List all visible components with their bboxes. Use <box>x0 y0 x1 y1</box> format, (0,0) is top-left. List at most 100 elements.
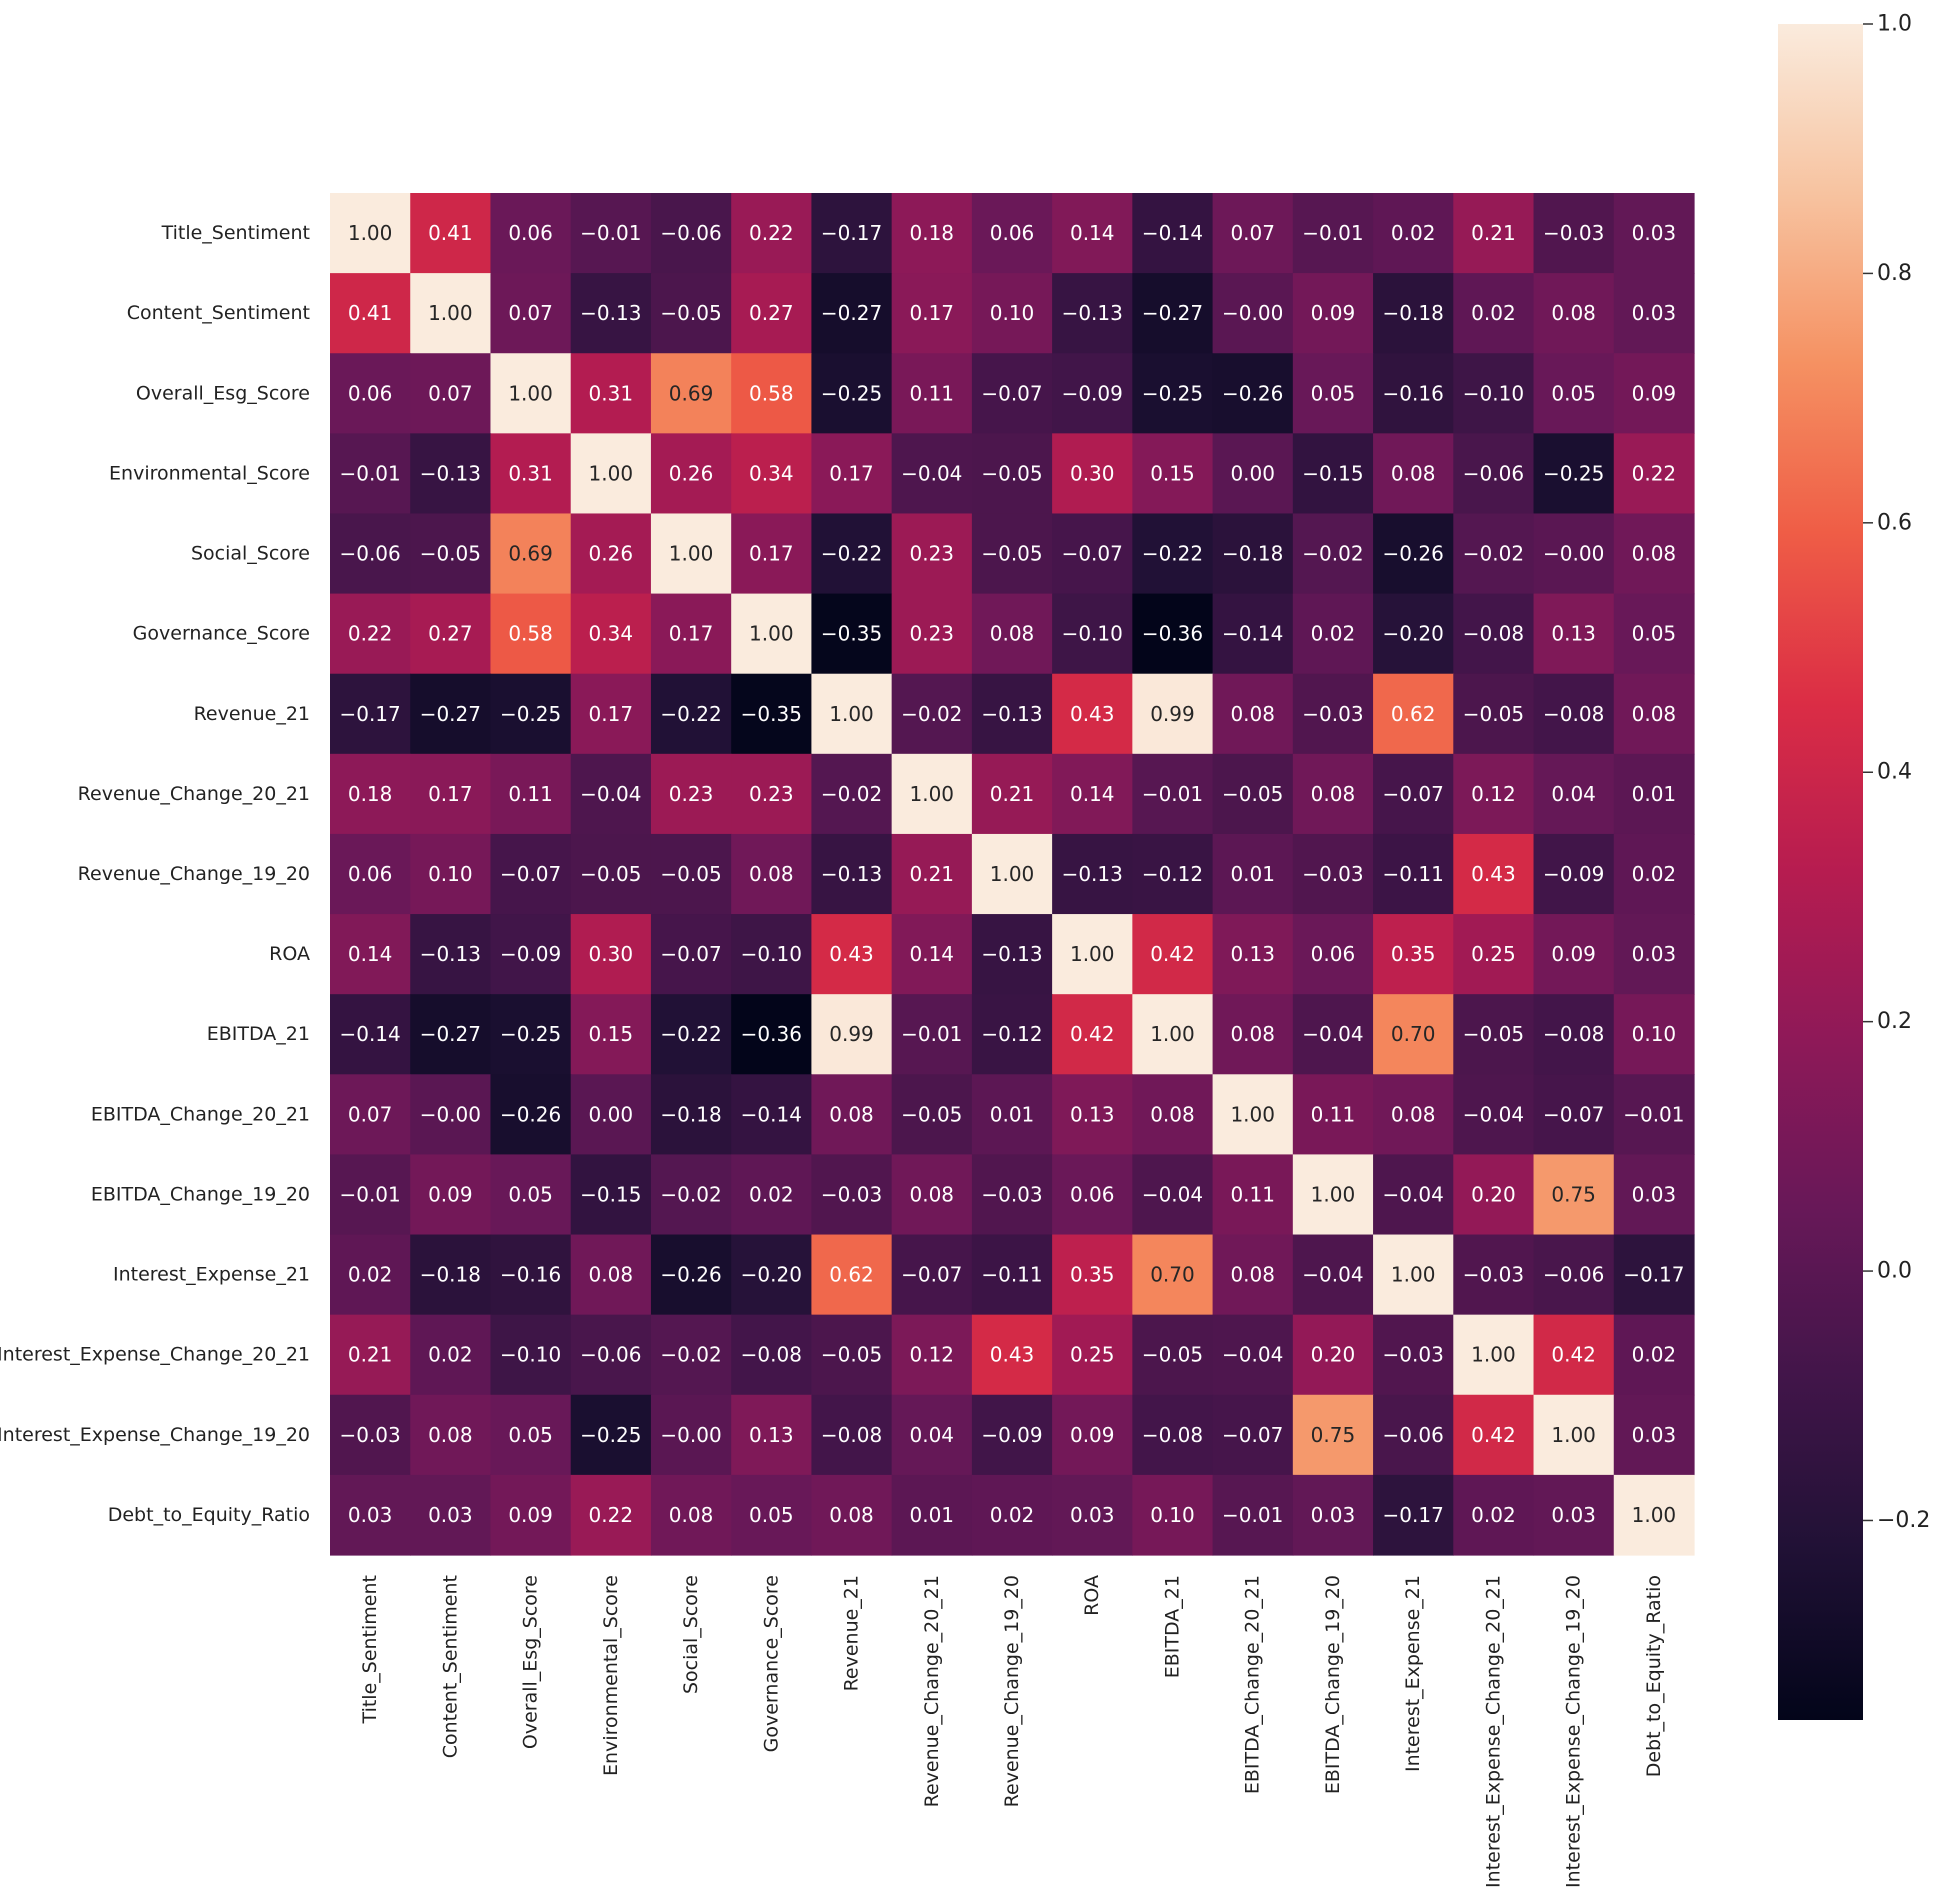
heatmap-cell-ebitda-21-ebitda-change-20-21 <box>1212 994 1294 1075</box>
heatmap-cell-overall-esg-score-roa <box>1052 353 1133 434</box>
row-label-revenue-change-19-20: Revenue_Change_19_20 <box>78 863 310 885</box>
column-label-revenue-change-20-21: Revenue_Change_20_21 <box>921 1575 943 1807</box>
heatmap-cell-social-score-ebitda-21 <box>1132 513 1214 595</box>
heatmap-cell-interest-expense-21-revenue-change-20-21 <box>891 1234 973 1316</box>
heatmap-cell-ebitda-change-19-20-revenue-change-19-20 <box>971 1154 1053 1236</box>
cell-value-label: −0.07 <box>660 942 721 966</box>
heatmap-cell-interest-expense-21-governance-score <box>731 1234 813 1316</box>
heatmap-cell-interest-expense-change-20-21-governance-score <box>731 1314 813 1396</box>
heatmap-cell-ebitda-21-ebitda-21 <box>1132 994 1214 1075</box>
heatmap-cell-overall-esg-score-ebitda-21 <box>1132 353 1214 434</box>
cell-value-label: 1.00 <box>1632 1503 1677 1527</box>
cell-value-label: 0.12 <box>1471 782 1516 806</box>
cell-value-label: 0.35 <box>1070 1263 1115 1287</box>
heatmap-cell-overall-esg-score-revenue-change-19-20 <box>971 353 1053 434</box>
cell-value-label: −0.01 <box>1142 782 1203 806</box>
heatmap-cell-title-sentiment-ebitda-change-19-20 <box>1292 193 1374 274</box>
heatmap-cell-overall-esg-score-interest-expense-21 <box>1373 353 1454 434</box>
heatmap-cell-overall-esg-score-ebitda-change-19-20 <box>1292 353 1374 434</box>
row-label-interest-expense-change-20-21: Interest_Expense_Change_20_21 <box>0 1344 310 1366</box>
cell-value-label: 0.02 <box>428 1343 473 1367</box>
cell-value-label: 0.08 <box>1391 1102 1436 1126</box>
heatmap-cell-title-sentiment-interest-expense-21 <box>1373 193 1454 274</box>
heatmap-cell-revenue-change-20-21-roa <box>1052 753 1133 835</box>
cell-value-label: 0.08 <box>1230 1022 1275 1046</box>
cell-value-label: −0.02 <box>660 1343 721 1367</box>
cell-value-label: −0.01 <box>1302 221 1363 245</box>
cell-value-label: 0.25 <box>1070 1343 1115 1367</box>
heatmap-cell-debt-to-equity-ratio-roa <box>1052 1474 1133 1556</box>
cell-value-label: 0.08 <box>669 1503 714 1527</box>
heatmap-cell-interest-expense-21-interest-expense-change-19-20 <box>1533 1234 1615 1316</box>
row-label-environmental-score: Environmental_Score <box>109 462 310 484</box>
heatmap-cell-ebitda-21-roa <box>1052 994 1133 1075</box>
heatmap-cell-interest-expense-change-20-21-interest-expense-change-19-20 <box>1533 1314 1615 1396</box>
cell-value-label: −0.05 <box>1142 1343 1203 1367</box>
cell-value-label: −0.01 <box>1623 1102 1684 1126</box>
heatmap-cell-interest-expense-21-debt-to-equity-ratio <box>1613 1234 1695 1316</box>
cell-value-label: −0.02 <box>821 782 882 806</box>
column-label-governance-score: Governance_Score <box>760 1575 782 1752</box>
heatmap-cell-ebitda-change-19-20-roa <box>1052 1154 1133 1236</box>
cell-value-label: −0.07 <box>901 1263 962 1287</box>
heatmap-cell-roa-ebitda-21 <box>1132 914 1214 995</box>
heatmap-cell-environmental-score-governance-score <box>731 433 813 515</box>
heatmap-cell-overall-esg-score-overall-esg-score <box>490 353 572 434</box>
heatmap-cell-ebitda-21-overall-esg-score <box>490 994 572 1075</box>
cell-value-label: −0.05 <box>1463 702 1524 726</box>
heatmap-cell-revenue-21-ebitda-change-20-21 <box>1212 673 1294 755</box>
cell-value-label: −0.05 <box>981 542 1042 566</box>
cell-value-label: 0.15 <box>1150 461 1195 485</box>
heatmap-cell-title-sentiment-ebitda-21 <box>1132 193 1214 274</box>
heatmap-cell-environmental-score-social-score <box>650 433 732 515</box>
cell-value-label: −0.22 <box>821 542 882 566</box>
cell-value-label: −0.17 <box>1383 1503 1444 1527</box>
heatmap-cell-revenue-21-environmental-score <box>570 673 652 755</box>
heatmap-cell-social-score-revenue-21 <box>811 513 893 595</box>
heatmap-cell-governance-score-ebitda-21 <box>1132 593 1214 675</box>
row-label-governance-score: Governance_Score <box>133 623 310 645</box>
cell-value-label: 0.99 <box>829 1022 874 1046</box>
cell-value-label: 0.70 <box>1150 1263 1195 1287</box>
heatmap-cell-environmental-score-debt-to-equity-ratio <box>1613 433 1695 515</box>
cell-value-label: 0.06 <box>508 221 553 245</box>
heatmap-cell-revenue-change-20-21-revenue-change-19-20 <box>971 753 1053 835</box>
heatmap-cell-ebitda-change-20-21-interest-expense-change-19-20 <box>1533 1074 1615 1156</box>
heatmap-cell-roa-overall-esg-score <box>490 914 572 995</box>
cell-value-label: −0.22 <box>1142 542 1203 566</box>
cell-value-label: 0.23 <box>909 622 954 646</box>
heatmap-cell-interest-expense-change-20-21-ebitda-change-20-21 <box>1212 1314 1294 1396</box>
heatmap-cell-revenue-change-20-21-interest-expense-21 <box>1373 753 1454 835</box>
cell-value-label: 0.23 <box>909 542 954 566</box>
heatmap-cell-ebitda-change-20-21-environmental-score <box>570 1074 652 1156</box>
heatmap-cell-social-score-social-score <box>650 513 732 595</box>
heatmap-cell-revenue-change-19-20-roa <box>1052 833 1133 915</box>
cell-value-label: −0.25 <box>1142 381 1203 405</box>
cell-value-label: 0.04 <box>1551 782 1596 806</box>
colorbar-ticks: 1.0 0.8 0.6 0.4 0.2 0.0 −0.2 <box>1863 12 1930 1533</box>
heatmap-cell-revenue-change-20-21-title-sentiment <box>330 753 411 835</box>
heatmap-cell-revenue-change-20-21-debt-to-equity-ratio <box>1613 753 1695 835</box>
cell-value-label: −0.18 <box>660 1102 721 1126</box>
cell-value-label: 0.62 <box>1391 702 1436 726</box>
heatmap-cell-interest-expense-21-revenue-change-19-20 <box>971 1234 1053 1316</box>
cell-value-label: 0.30 <box>1070 461 1115 485</box>
heatmap-cell-environmental-score-ebitda-change-19-20 <box>1292 433 1374 515</box>
heatmap-cell-interest-expense-change-20-21-debt-to-equity-ratio <box>1613 1314 1695 1396</box>
cell-value-label: 0.58 <box>508 622 553 646</box>
cell-value-label: 0.22 <box>348 622 393 646</box>
cell-value-label: −0.27 <box>821 301 882 325</box>
heatmap-cell-environmental-score-revenue-change-19-20 <box>971 433 1053 515</box>
cell-value-label: 0.13 <box>1230 942 1275 966</box>
cell-value-label: 0.03 <box>1632 1182 1677 1206</box>
cell-value-label: 0.08 <box>428 1423 473 1447</box>
heatmap-cell-content-sentiment-ebitda-change-20-21 <box>1212 273 1294 354</box>
colorbar-tick-label: 0.4 <box>1877 760 1912 785</box>
cell-value-label: 1.00 <box>428 301 473 325</box>
cell-value-label: −0.36 <box>741 1022 802 1046</box>
heatmap-cell-governance-score-interest-expense-21 <box>1373 593 1454 675</box>
cell-value-label: 0.21 <box>909 862 954 886</box>
row-labels: Title_Sentiment Content_Sentiment Overall_… <box>0 222 310 1526</box>
heatmap-cell-ebitda-change-19-20-content-sentiment <box>410 1154 492 1236</box>
cell-value-label: 0.09 <box>508 1503 553 1527</box>
